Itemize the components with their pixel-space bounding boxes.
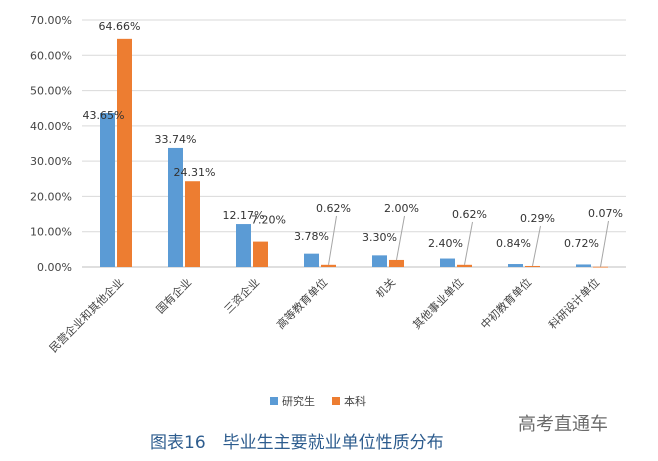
y-tick-label: 10.00%: [30, 226, 72, 239]
bar-graduate: [372, 255, 387, 267]
bar-graduate: [100, 112, 115, 267]
data-label-undergraduate: 0.62%: [316, 202, 351, 215]
data-label-undergraduate: 0.07%: [588, 207, 623, 220]
bar-undergraduate: [321, 264, 336, 267]
bar-undergraduate: [525, 265, 540, 267]
data-label-graduate: 33.74%: [155, 133, 197, 146]
legend-swatch-undergraduate: [332, 397, 340, 405]
bar-graduate: [236, 224, 251, 267]
data-label-undergraduate: 0.29%: [520, 212, 555, 225]
bar-graduate: [304, 253, 319, 267]
data-label-graduate: 3.30%: [362, 231, 397, 244]
y-tick-label: 30.00%: [30, 155, 72, 168]
leader-line: [464, 221, 473, 265]
bar-graduate: [168, 147, 183, 267]
data-label-graduate: 0.84%: [496, 237, 531, 250]
leader-line: [396, 215, 405, 261]
watermark-text: 高考直通车: [518, 414, 608, 435]
data-label-undergraduate: 64.66%: [99, 20, 141, 33]
category-label: 中初教育单位: [478, 275, 535, 332]
legend: 研究生 本科: [270, 394, 366, 408]
data-label-graduate: 43.65%: [83, 109, 125, 122]
data-label-undergraduate: 0.62%: [452, 208, 487, 221]
y-tick-label: 70.00%: [30, 14, 72, 27]
data-label-undergraduate: 2.00%: [384, 202, 419, 215]
category-label: 国有企业: [153, 275, 194, 316]
y-tick-label: 0.00%: [37, 261, 72, 274]
bar-undergraduate: [185, 181, 200, 267]
data-label-graduate: 12.17%: [223, 209, 265, 222]
category-label: 民营企业和其他企业: [46, 275, 126, 355]
legend-swatch-graduate: [270, 397, 278, 405]
data-label-undergraduate: 24.31%: [174, 166, 216, 179]
data-label-graduate: 3.78%: [294, 230, 329, 243]
figure-caption: 图表16 毕业生主要就业单位性质分布: [150, 433, 444, 453]
bar-graduate: [440, 258, 455, 267]
legend-label-graduate: 研究生: [282, 394, 315, 408]
leader-line: [600, 220, 609, 267]
data-label-graduate: 0.72%: [564, 237, 599, 250]
category-label: 其他事业单位: [410, 275, 467, 332]
leader-lines: [328, 215, 609, 267]
category-label: 三资企业: [221, 275, 262, 316]
y-tick-label: 60.00%: [30, 49, 72, 62]
leader-line: [328, 215, 337, 265]
bars: [100, 38, 608, 268]
y-tick-label: 40.00%: [30, 120, 72, 133]
bar-undergraduate: [457, 264, 472, 267]
y-tick-label: 20.00%: [30, 190, 72, 203]
data-label-graduate: 2.40%: [428, 237, 463, 250]
legend-label-undergraduate: 本科: [344, 394, 366, 408]
data-label-undergraduate: 7.20%: [251, 214, 286, 227]
leader-line: [532, 225, 541, 267]
category-label: 科研设计单位: [546, 275, 603, 332]
category-labels: 民营企业和其他企业 国有企业 三资企业 高等教育单位 机关 其他事业单位 中初教育单位 科研设…: [46, 275, 602, 355]
bar-undergraduate: [593, 266, 608, 268]
category-label: 机关: [373, 275, 398, 300]
y-tick-label: 50.00%: [30, 85, 72, 98]
y-tick-labels: 0.00% 10.00% 20.00% 30.00% 40.00% 50.00% 60.00…: [30, 14, 72, 274]
bar-undergraduate: [117, 38, 132, 267]
bar-graduate: [576, 264, 591, 267]
category-label: 高等教育单位: [274, 275, 331, 332]
data-labels: 43.65% 64.66% 33.74% 24.31% 12.17%7.20% 3.78%…: [83, 20, 623, 250]
bar-graduate: [508, 264, 523, 267]
bar-undergraduate: [253, 241, 268, 267]
bar-undergraduate: [389, 259, 404, 267]
